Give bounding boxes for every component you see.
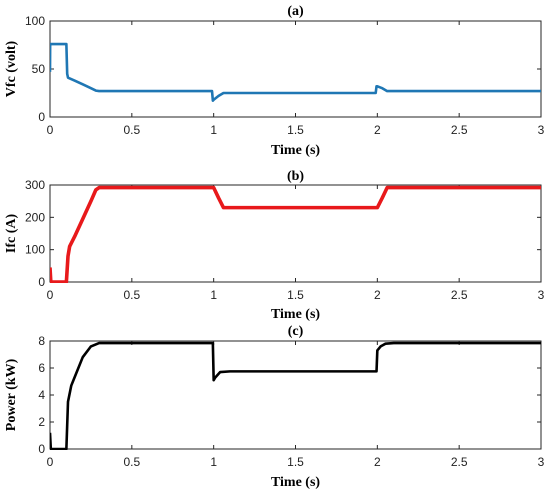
- x-tick-label: 1.5: [287, 455, 304, 469]
- x-axis-label: Time (s): [271, 307, 320, 322]
- x-tick-label: 2.5: [451, 123, 468, 137]
- x-tick-label: 2.5: [451, 288, 468, 302]
- panel-2: (c) 0 0.5 1 1.5 2 2.5 3 0 2 4 6 8 Time (s) Power (kW): [4, 324, 545, 490]
- panel-0: (a) 0 0.5 1 1.5 2 2.5 3 0 50 100 Time (s) Vfc (volt): [4, 4, 545, 158]
- panel-title: (a): [287, 4, 304, 19]
- y-tick-label: 100: [25, 243, 45, 257]
- panel-1: (b) 0 0.5 1 1.5 2 2.5 3 0 100 200 300 Time (s) Ifc (A…: [4, 169, 545, 322]
- x-tick-label: 0.5: [123, 455, 140, 469]
- series-line-0: [50, 42, 541, 102]
- y-tick-label: 8: [38, 334, 45, 348]
- x-tick-label: 2: [374, 123, 381, 137]
- x-axis-label: Time (s): [271, 143, 320, 158]
- x-tick-label: 2.5: [451, 455, 468, 469]
- x-tick-label: 0.5: [123, 123, 140, 137]
- y-tick-label: 0: [38, 110, 45, 124]
- x-tick-label: 1.5: [287, 288, 304, 302]
- plot-frame: [49, 184, 542, 283]
- x-tick-label: 0: [47, 288, 54, 302]
- y-tick-label: 200: [25, 210, 45, 224]
- series-line-0: [50, 341, 541, 450]
- x-tick-label: 1: [210, 288, 217, 302]
- panel-title: (c): [288, 324, 304, 339]
- y-axis-label: Ifc (A): [4, 214, 19, 254]
- y-axis-label: Power (kW): [4, 358, 19, 431]
- y-tick-label: 0: [38, 275, 45, 289]
- y-axis-label: Vfc (volt): [4, 40, 19, 97]
- x-tick-label: 1: [210, 123, 217, 137]
- y-tick-label: 4: [38, 388, 45, 402]
- panel-title: (b): [287, 169, 304, 184]
- y-tick-label: 300: [25, 178, 45, 192]
- x-tick-label: 2: [374, 288, 381, 302]
- x-tick-label: 3: [538, 288, 545, 302]
- y-tick-label: 6: [38, 361, 45, 375]
- x-tick-label: 3: [538, 455, 545, 469]
- y-tick-label: 0: [38, 442, 45, 456]
- x-tick-label: 0: [47, 455, 54, 469]
- series-line-0: [50, 185, 541, 283]
- x-tick-label: 3: [538, 123, 545, 137]
- plot-frame: [49, 340, 542, 450]
- y-tick-label: 100: [25, 14, 45, 28]
- plot-frame: [49, 20, 542, 118]
- x-tick-label: 1.5: [287, 123, 304, 137]
- x-tick-label: 0.5: [123, 288, 140, 302]
- x-tick-label: 2: [374, 455, 381, 469]
- y-tick-label: 50: [32, 62, 46, 76]
- y-tick-label: 2: [38, 415, 45, 429]
- x-axis-label: Time (s): [271, 475, 320, 490]
- x-tick-label: 0: [47, 123, 54, 137]
- x-tick-label: 1: [210, 455, 217, 469]
